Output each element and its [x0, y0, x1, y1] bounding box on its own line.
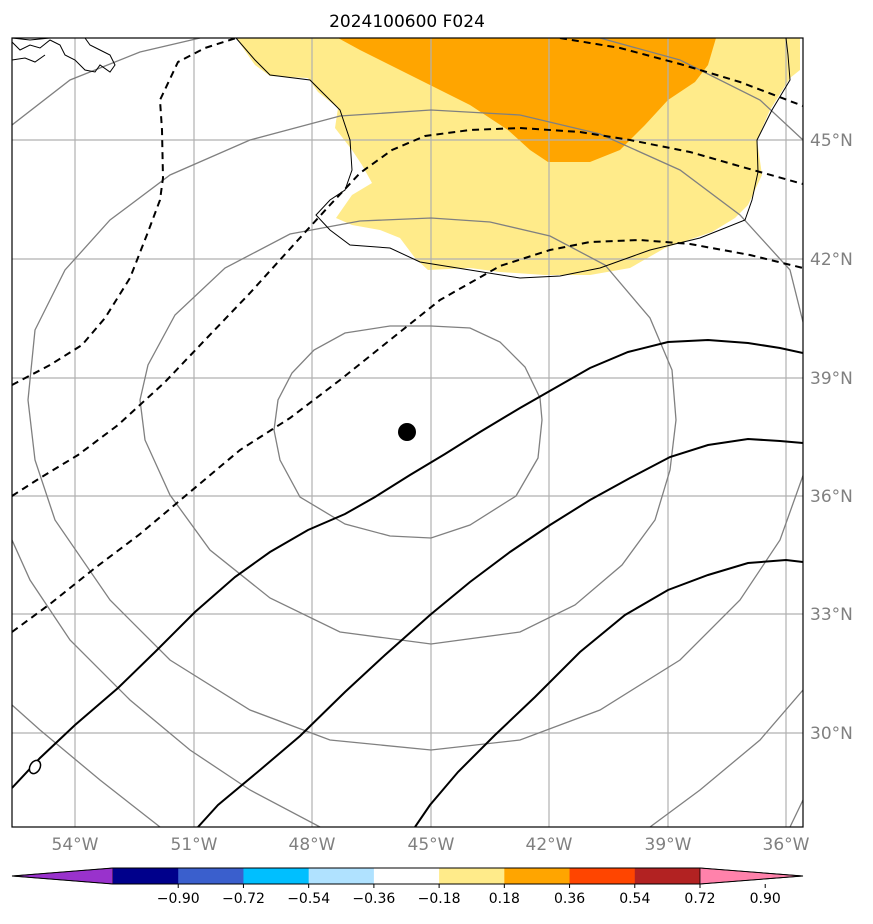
colorbar-tick-label: −0.90	[157, 891, 200, 907]
range-ring-5b	[789, 799, 803, 827]
range-ring-4c	[649, 689, 803, 827]
lat-label-39n: 39°N	[810, 369, 853, 389]
range-rings	[12, 38, 803, 827]
colorbar-tick-label: 0.18	[489, 891, 520, 907]
solid-contours	[12, 338, 803, 827]
colorbar-segment	[569, 868, 636, 884]
colorbar-extension-low	[11, 867, 114, 885]
colorbar-tick-label: −0.54	[287, 891, 330, 907]
map-title: 2024100600 F024	[329, 12, 485, 32]
map-area	[12, 38, 803, 827]
shaded-region-mid	[338, 38, 716, 162]
colorbar-tick-label: 0.36	[554, 891, 585, 907]
colorbar-segment	[178, 868, 244, 884]
contour-label-ellipse	[28, 759, 42, 775]
lon-label-42w: 42°W	[526, 835, 573, 855]
colorbar-tick-label: −0.36	[352, 891, 395, 907]
colorbar-tick-label: 0.72	[684, 891, 715, 907]
colorbar-tick-label: 0.54	[619, 891, 650, 907]
colorbar-tick-label: −0.72	[222, 891, 265, 907]
range-ring-2	[139, 217, 677, 645]
lon-label-36w: 36°W	[763, 835, 810, 855]
colorbar-segment	[113, 868, 179, 884]
colorbar-tick-labels: −0.90 −0.72 −0.54 −0.36 −0.18 0.18 0.36 0.54 0.7…	[157, 884, 781, 907]
range-ring-1	[273, 325, 543, 539]
colorbar-segment	[243, 868, 310, 884]
lat-label-42n: 42°N	[810, 250, 853, 270]
range-ring-4	[12, 38, 321, 827]
solid-contour-3	[414, 558, 803, 827]
dashed-contour-2	[12, 126, 803, 497]
dashed-contour-1	[12, 38, 237, 386]
colorbar-segment	[634, 868, 701, 884]
range-ring-4b	[599, 38, 803, 141]
lat-label-30n: 30°N	[810, 724, 853, 744]
range-ring-3	[27, 109, 803, 751]
lat-label-36n: 36°N	[810, 487, 853, 507]
colorbar-tick-label: −0.18	[418, 891, 461, 907]
lon-label-48w: 48°W	[289, 835, 336, 855]
lon-label-51w: 51°W	[171, 835, 218, 855]
colorbar-segment	[373, 868, 440, 884]
colorbar-extension-high	[699, 867, 804, 885]
latitude-gridlines	[12, 139, 803, 734]
longitude-gridlines	[74, 38, 787, 827]
lon-label-45w: 45°W	[408, 835, 455, 855]
colorbar-tick-label: 0.90	[750, 891, 781, 907]
storm-center-marker	[398, 423, 416, 441]
lat-label-45n: 45°N	[810, 131, 853, 151]
longitude-labels: 54°W 51°W 48°W 45°W 42°W 39°W 36°W	[52, 835, 810, 855]
range-ring-5	[12, 704, 161, 827]
solid-contour-2	[197, 437, 803, 827]
colorbar-segment	[439, 868, 505, 884]
dashed-contour-4	[559, 38, 803, 107]
dashed-contour-3	[12, 238, 803, 633]
colorbar	[11, 867, 804, 885]
latitude-labels: 45°N 42°N 39°N 36°N 33°N 30°N	[810, 131, 853, 744]
dashed-contours	[12, 38, 803, 633]
colorbar-segment	[504, 868, 571, 884]
colorbar-segment	[308, 868, 375, 884]
lon-label-39w: 39°W	[645, 835, 692, 855]
lon-label-54w: 54°W	[52, 835, 99, 855]
colorbar-outline	[11, 867, 804, 885]
solid-contour-1	[12, 338, 803, 789]
lat-label-33n: 33°N	[810, 605, 853, 625]
coastline	[12, 38, 791, 279]
map-border	[11, 37, 804, 828]
